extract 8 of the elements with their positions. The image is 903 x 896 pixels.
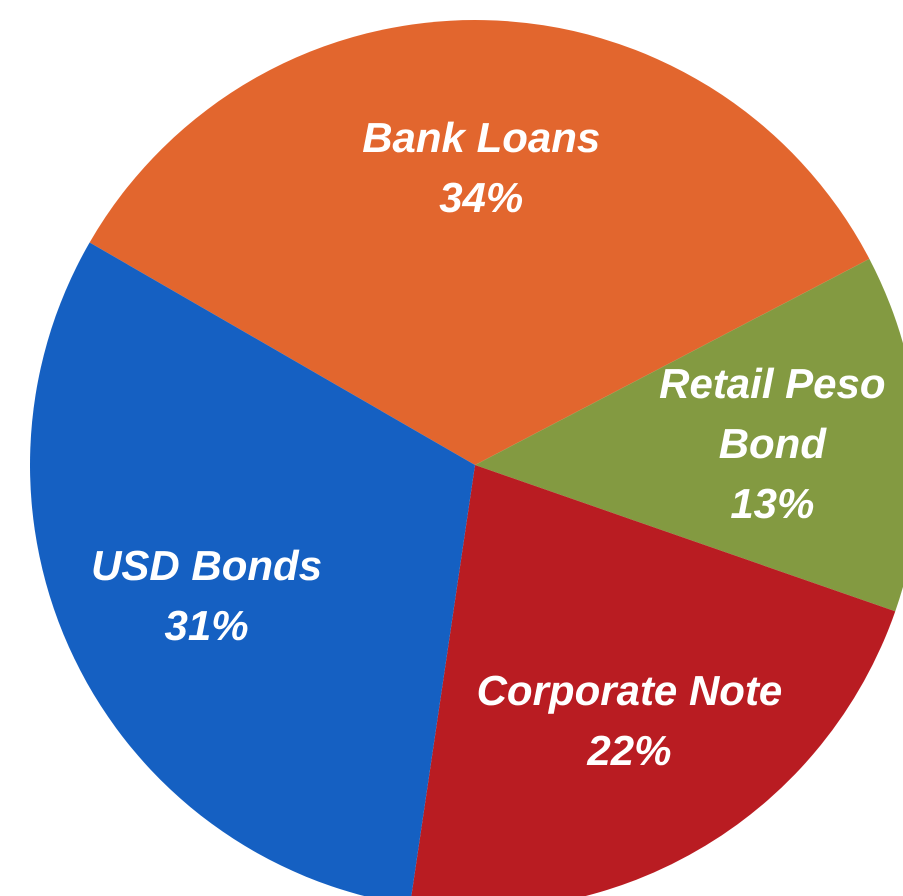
slice-label: Corporate Note [476,666,782,714]
data-label: 31% [164,601,249,648]
slice-label: Bank Loans [362,113,600,160]
slice-label: Retail Peso Bond [659,360,886,467]
data-label: 34% [439,173,524,220]
data-label: 13% [730,480,814,527]
slice-label: USD Bonds [91,541,322,588]
data-label: 22% [586,726,672,774]
